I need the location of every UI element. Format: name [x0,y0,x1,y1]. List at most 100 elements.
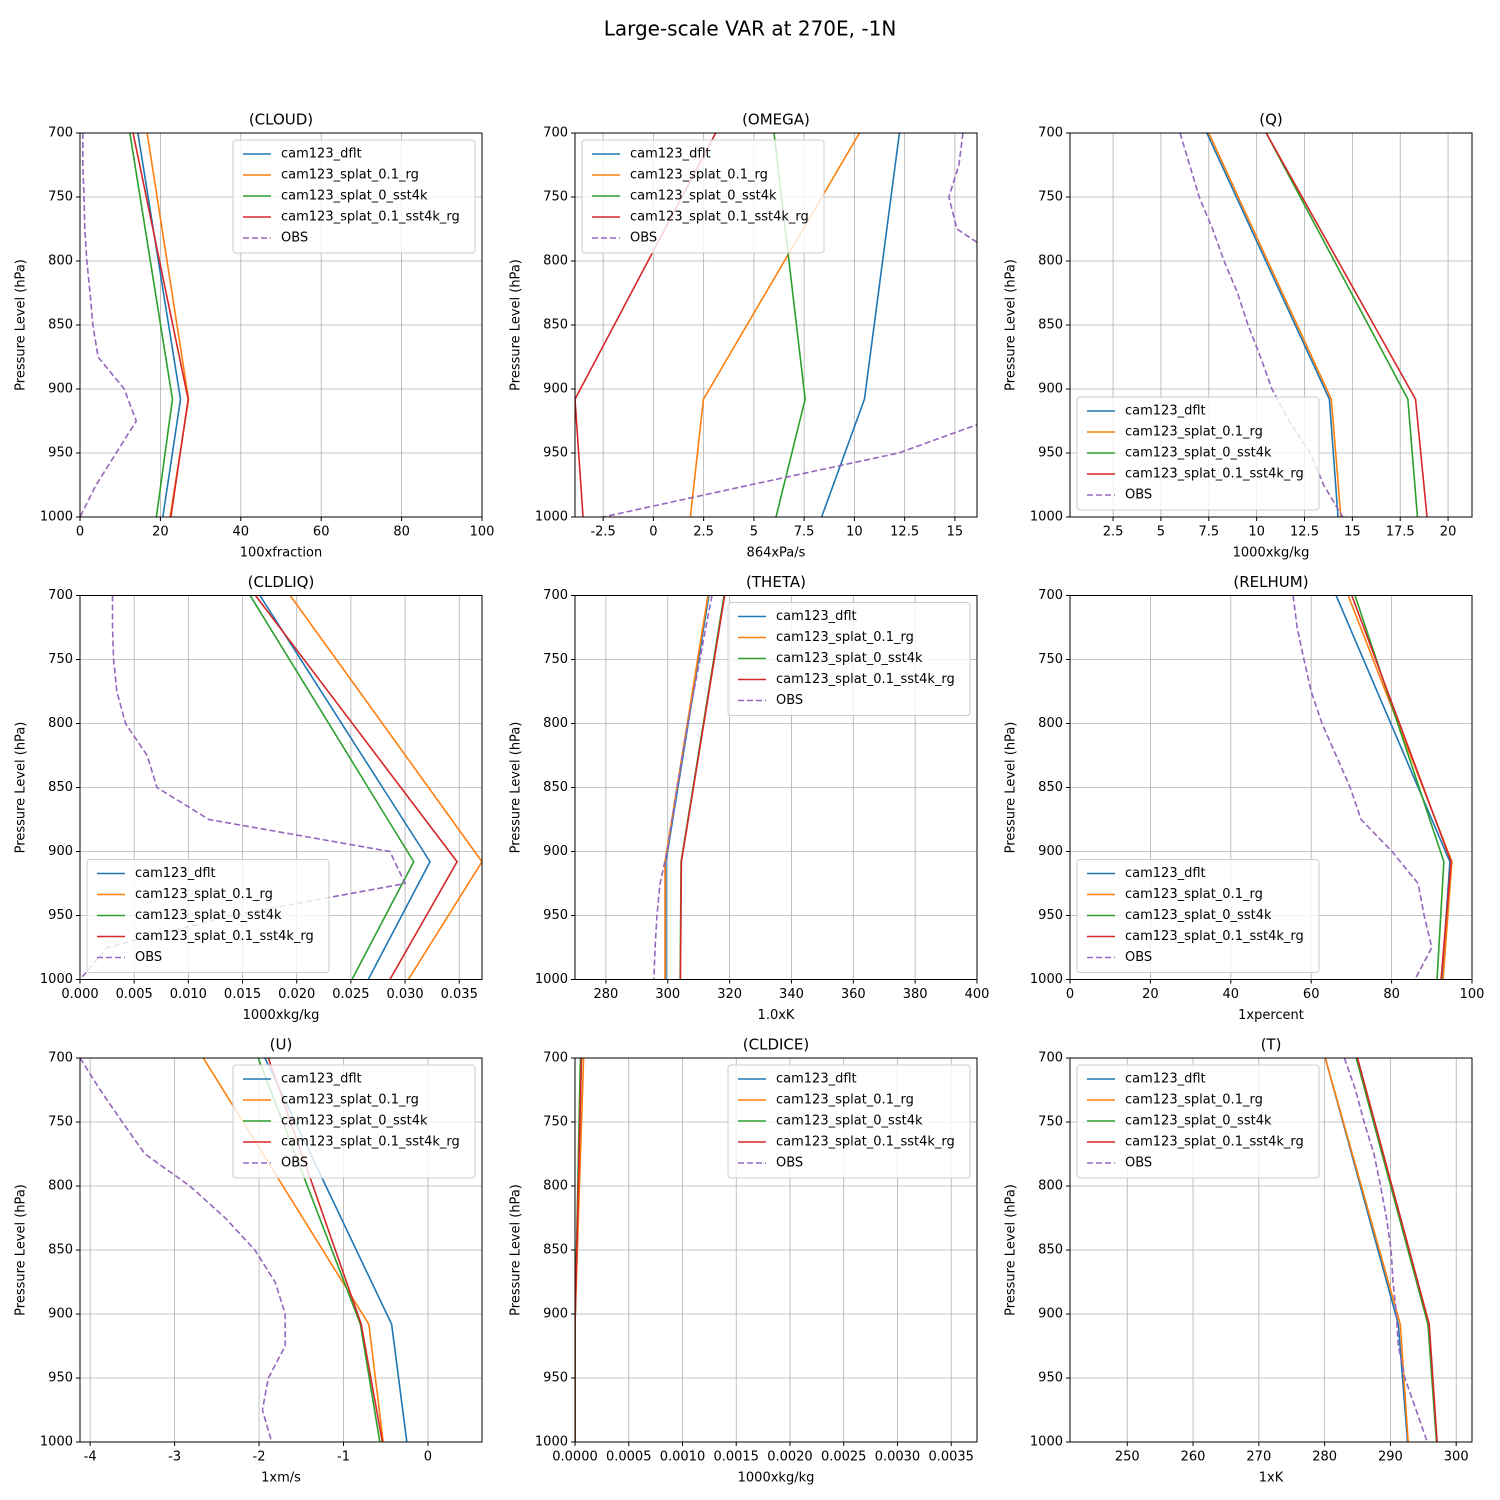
x-tick-label: 60 [313,525,330,540]
x-tick-label: 0.000 [61,987,98,1002]
y-tick-label: 850 [543,780,568,795]
x-tick-label: 0.005 [116,987,153,1002]
series-line [1265,133,1428,517]
x-tick-label: 12.5 [890,525,919,540]
legend-label: cam123_splat_0.1_sst4k_rg [281,1135,460,1150]
legend-label: cam123_splat_0.1_rg [776,1093,914,1108]
x-tick-label: 0 [76,525,84,540]
legend-label: cam123_dflt [1125,866,1206,881]
x-axis-label: 1.0xK [758,1008,795,1023]
legend-label: OBS [1125,488,1152,503]
series-line [602,133,977,517]
x-axis-label: 1000xkg/kg [1233,546,1310,561]
panel: 0.0000 0.0005 0.0010 0.0015 0.0020 0.0025 0.00… [509,1036,978,1486]
lines [575,1058,585,1442]
x-tick-label: 380 [903,987,928,1002]
lines [653,595,726,980]
x-tick-label: 290 [1378,1450,1403,1465]
panel-title: (T) [1261,1036,1282,1054]
plot-frame [1069,595,1473,980]
y-tick-label: 800 [543,716,568,731]
series-line [1355,1058,1438,1442]
x-tick-label: 40 [233,525,250,540]
x-axis-label: 1000xkg/kg [243,1008,320,1023]
legend-box [1076,1064,1320,1179]
x-tick-label: 280 [594,987,619,1002]
legend-label: cam123_splat_0.1_sst4k_rg [630,210,809,225]
series-line [1351,595,1452,980]
legend-label: cam123_splat_0.1_rg [1125,1093,1263,1108]
panel: 0 20 40 60 80 100 700 750 800 850 900 950 1000 (RELHU… [1004,573,1485,1023]
y-tick-label: 750 [543,190,568,205]
y-tick-label: 750 [48,652,73,667]
legend-label: cam123_splat_0.1_rg [281,168,419,183]
legend: cam123_dflt cam123_splat_0.1_rg cam123_spl… [232,139,476,254]
series-line [1292,595,1433,980]
x-tick-label: 300 [1444,1450,1469,1465]
panel: -2.5 0 2.5 5 7.5 10 12.5 15 700 750 800 850 900 950 10… [509,111,978,561]
x-tick-label: 12.5 [1290,525,1319,540]
legend: cam123_dflt cam123_splat_0.1_rg cam123_spl… [232,1064,476,1179]
y-tick-label: 800 [48,716,73,731]
x-tick-label: 300 [655,987,680,1002]
x-tick-label: 10 [1248,525,1265,540]
x-tick-label: 80 [1383,987,1400,1002]
y-tick-label: 950 [543,446,568,461]
panel: 2.5 5 7.5 10 12.5 15 17.5 20 700 750 800 850 900 950 1… [1004,111,1473,561]
x-tick-label: 0.030 [386,987,423,1002]
legend-label: cam123_splat_0_sst4k [1125,1114,1272,1129]
legend-box [581,139,825,254]
x-tick-label: 15 [947,525,964,540]
x-tick-label: 15 [1344,525,1361,540]
x-axis-label: 1xpercent [1238,1008,1304,1023]
legend-label: cam123_dflt [1125,1072,1206,1087]
y-tick-label: 800 [1038,716,1063,731]
y-tick-label: 950 [48,1371,73,1386]
y-tick-label: 850 [543,1243,568,1258]
y-tick-label: 1000 [40,1435,73,1450]
x-tick-label: 10 [846,525,863,540]
y-tick-label: 900 [543,382,568,397]
series-line [1343,1058,1429,1442]
x-tick-label: 320 [717,987,742,1002]
y-tick-label: 900 [1038,382,1063,397]
legend: cam123_dflt cam123_splat_0.1_rg cam123_spl… [581,139,825,254]
panel: 280 300 320 340 360 380 400 700 750 800 850 900 950 1… [509,573,990,1023]
y-tick-label: 700 [48,1051,73,1066]
lines [1324,1058,1438,1442]
y-tick-label: 950 [1038,908,1063,923]
legend-box [232,139,476,254]
y-tick-label: 900 [1038,844,1063,859]
y-axis-label: Pressure Level (hPa) [509,259,524,391]
y-tick-label: 900 [543,844,568,859]
legend: cam123_dflt cam123_splat_0.1_rg cam123_spl… [1076,396,1320,511]
y-tick-label: 850 [48,1243,73,1258]
y-tick-label: 700 [1038,126,1063,141]
figure-title: Large-scale VAR at 270E, -1N [604,17,897,41]
legend-label: cam123_splat_0_sst4k [281,1114,428,1129]
legend-label: cam123_splat_0.1_rg [281,1093,419,1108]
y-tick-label: 700 [48,588,73,603]
legend-label: cam123_splat_0.1_sst4k_rg [135,929,314,944]
x-tick-label: 2.5 [1103,525,1124,540]
y-tick-label: 1000 [40,510,73,525]
panel-title: (RELHUM) [1233,573,1308,591]
series-line [1208,133,1342,517]
y-tick-label: 800 [48,254,73,269]
legend-box [86,859,330,973]
lines [80,133,190,517]
legend-label: OBS [776,693,803,708]
y-tick-label: 750 [1038,652,1063,667]
series-line [259,595,431,980]
x-tick-label: 0.0010 [660,1450,706,1465]
y-tick-label: 950 [1038,446,1063,461]
x-tick-label: 340 [779,987,804,1002]
y-tick-label: 1000 [1030,510,1063,525]
y-tick-label: 700 [1038,588,1063,603]
legend-label: cam123_splat_0_sst4k [281,189,428,204]
y-tick-label: 750 [543,652,568,667]
legend-label: OBS [281,231,308,246]
legend-label: cam123_splat_0_sst4k [776,651,923,666]
x-tick-label: 280 [1312,1450,1337,1465]
legend: cam123_dflt cam123_splat_0.1_rg cam123_spl… [1076,1064,1320,1179]
